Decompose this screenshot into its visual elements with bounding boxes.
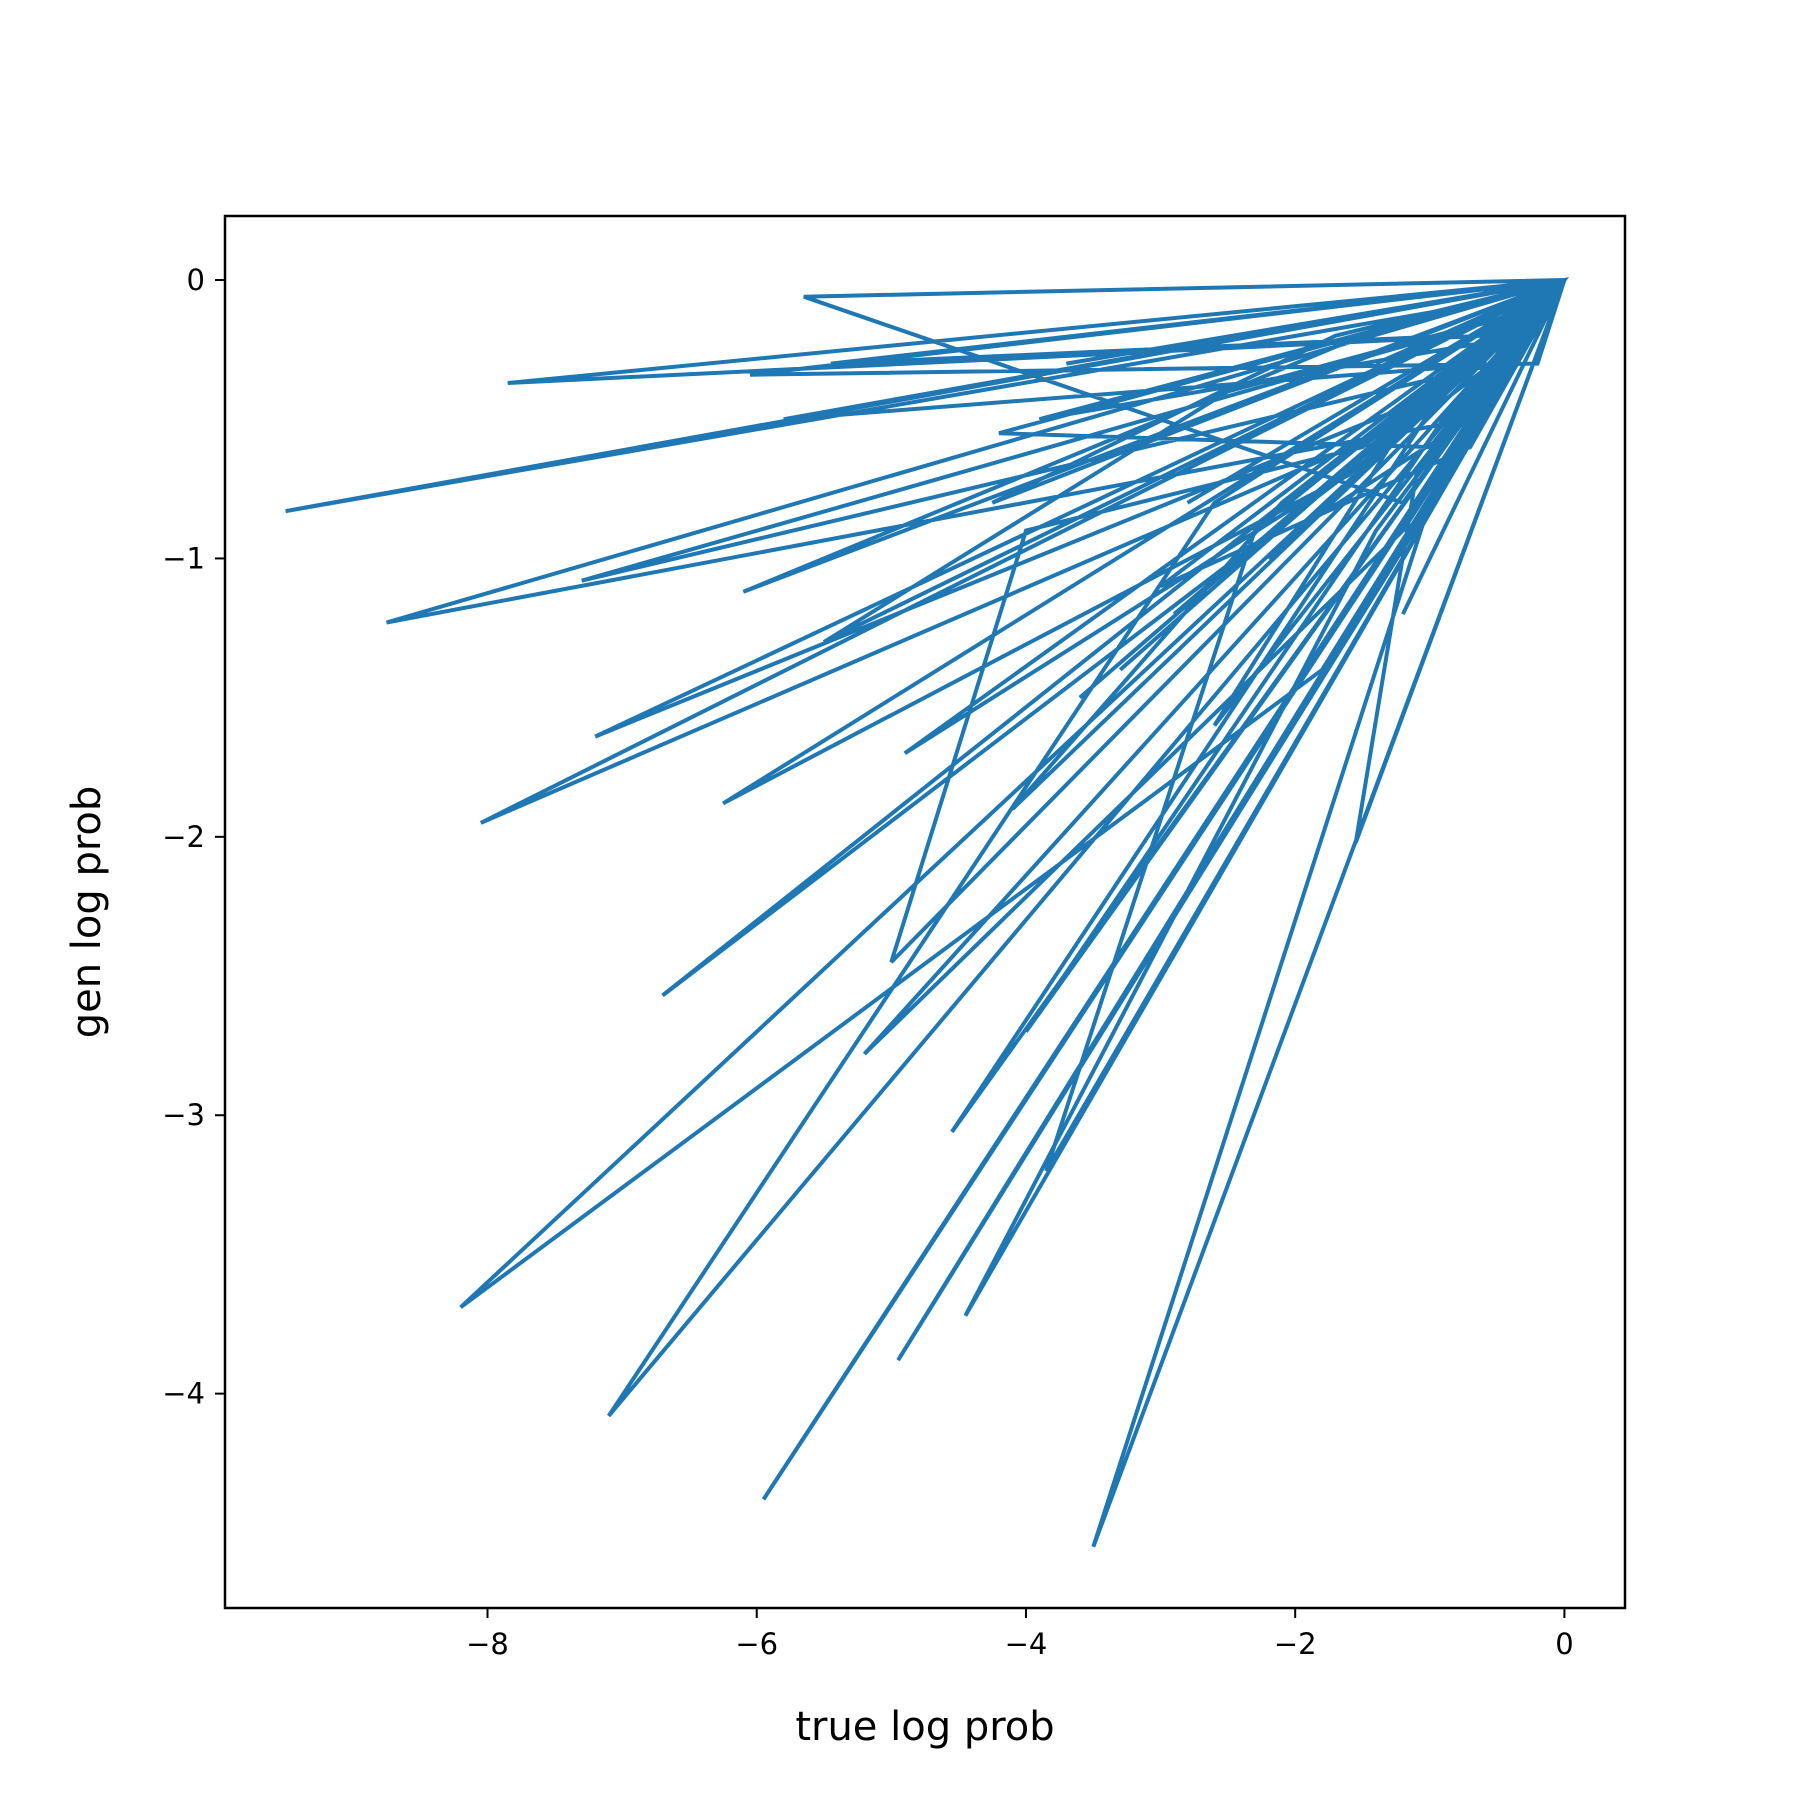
- x-tick-label: 0: [1555, 1627, 1573, 1661]
- x-axis-label: true log prob: [795, 1704, 1054, 1750]
- y-tick-label: −3: [162, 1098, 205, 1132]
- y-tick-label: −2: [162, 820, 205, 854]
- y-tick-label: −1: [162, 541, 205, 575]
- x-tick-label: −2: [1274, 1627, 1317, 1661]
- y-tick-label: 0: [187, 263, 205, 297]
- y-tick-label: −4: [162, 1377, 205, 1411]
- y-axis: 0 −1 −2 −3 −4: [162, 263, 225, 1411]
- series-line-1: [285, 277, 1570, 1548]
- plot-frame: [223, 214, 1627, 1610]
- y-axis-label: gen log prob: [64, 786, 110, 1039]
- x-axis: −8 −6 −4 −2 0: [466, 1608, 1574, 1661]
- x-tick-label: −6: [735, 1627, 778, 1661]
- x-tick-label: −8: [466, 1627, 509, 1661]
- x-tick-label: −4: [1005, 1627, 1048, 1661]
- plot-area: [285, 277, 1570, 1548]
- series-layer: [285, 277, 1570, 1548]
